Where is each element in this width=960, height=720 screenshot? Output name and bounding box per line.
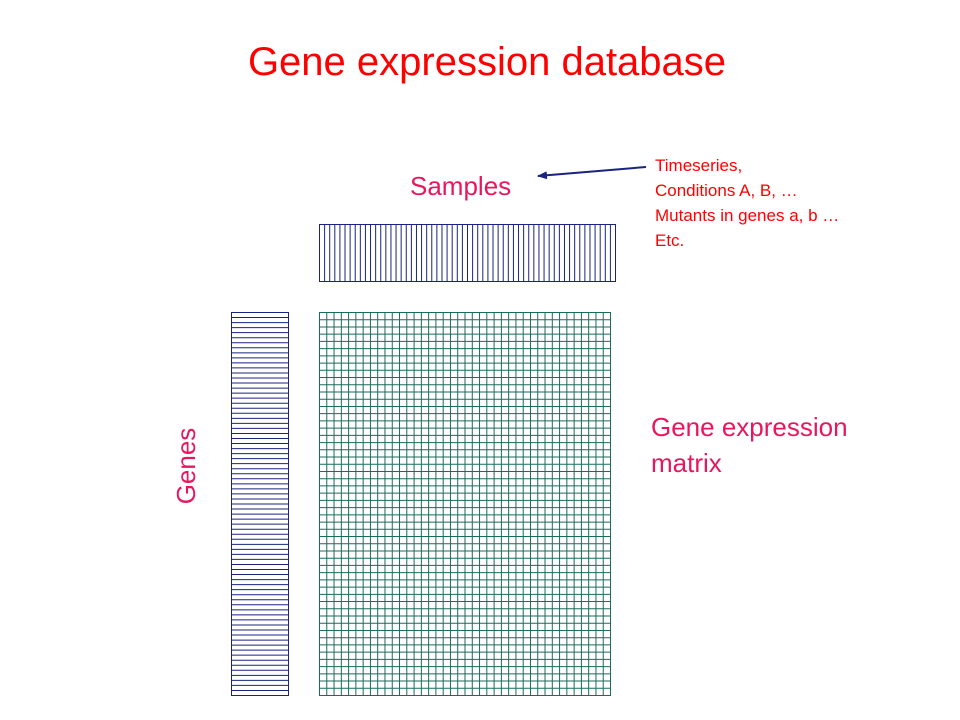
matrix-label-line: matrix <box>651 448 722 478</box>
sample-note: Etc. <box>655 231 685 250</box>
sample-note: Timeseries, <box>655 156 743 175</box>
sample-note: Mutants in genes a, b … <box>655 206 840 225</box>
samples-label: Samples <box>410 171 512 201</box>
sample-notes: Timeseries, Conditions A, B, … Mutants i… <box>655 153 839 253</box>
samples-strip <box>319 224 616 282</box>
genes-strip <box>231 312 289 696</box>
sample-note: Conditions A, B, … <box>655 181 798 200</box>
matrix-label-line: Gene expression <box>651 412 848 442</box>
matrix-label: Gene expression matrix <box>651 409 848 481</box>
samples-arrow <box>537 166 647 180</box>
expression-matrix <box>319 312 611 696</box>
slide-title: Gene expression database <box>247 40 727 84</box>
